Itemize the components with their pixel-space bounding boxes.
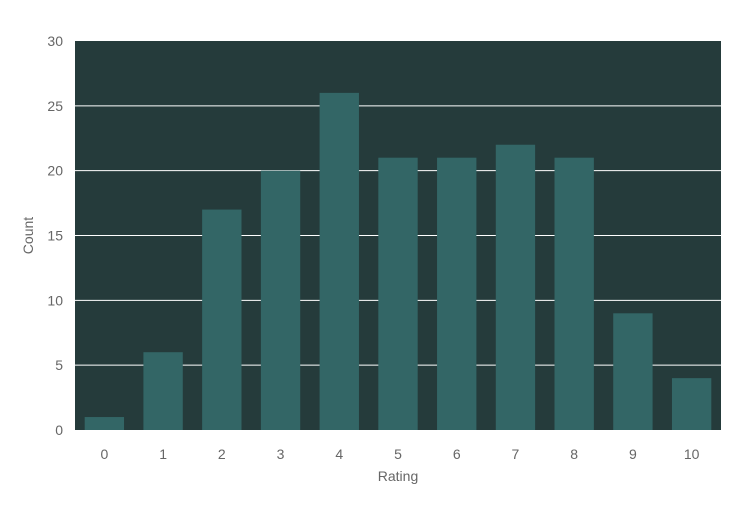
bar-4 <box>319 92 359 430</box>
x-tick-label: 6 <box>453 446 461 462</box>
x-tick-label: 7 <box>512 446 520 462</box>
bar-1 <box>143 352 183 430</box>
y-tick-labels: 0 5 10 15 20 25 30 <box>47 33 63 438</box>
x-tick-label: 1 <box>159 446 167 462</box>
x-tick-label: 9 <box>629 446 637 462</box>
bar-0 <box>84 417 125 430</box>
y-tick-label: 10 <box>47 292 63 308</box>
x-tick-label: 10 <box>684 446 700 462</box>
bar-5 <box>378 157 418 430</box>
y-tick-label: 5 <box>55 357 63 373</box>
bar-2 <box>202 209 242 430</box>
bar-6 <box>437 157 477 430</box>
x-tick-label: 0 <box>100 446 108 462</box>
y-tick-label: 0 <box>55 422 63 438</box>
y-tick-label: 15 <box>47 228 63 244</box>
y-tick-label: 30 <box>47 33 63 49</box>
bar-10 <box>671 378 712 430</box>
bar-3 <box>260 170 301 430</box>
bars <box>84 92 712 430</box>
x-tick-label: 4 <box>335 446 343 462</box>
x-tick-label: 5 <box>394 446 402 462</box>
x-tick-label: 8 <box>570 446 578 462</box>
x-axis-label: Rating <box>378 468 418 484</box>
y-tick-label: 20 <box>47 163 63 179</box>
y-tick-label: 25 <box>47 98 63 114</box>
x-tick-labels: 0 1 2 3 4 5 6 7 8 9 10 <box>100 446 699 462</box>
bar-8 <box>554 157 594 430</box>
bar-7 <box>495 144 536 430</box>
x-tick-label: 2 <box>218 446 226 462</box>
y-axis-label: Count <box>20 217 36 254</box>
x-tick-label: 3 <box>277 446 285 462</box>
bar-9 <box>613 313 653 430</box>
